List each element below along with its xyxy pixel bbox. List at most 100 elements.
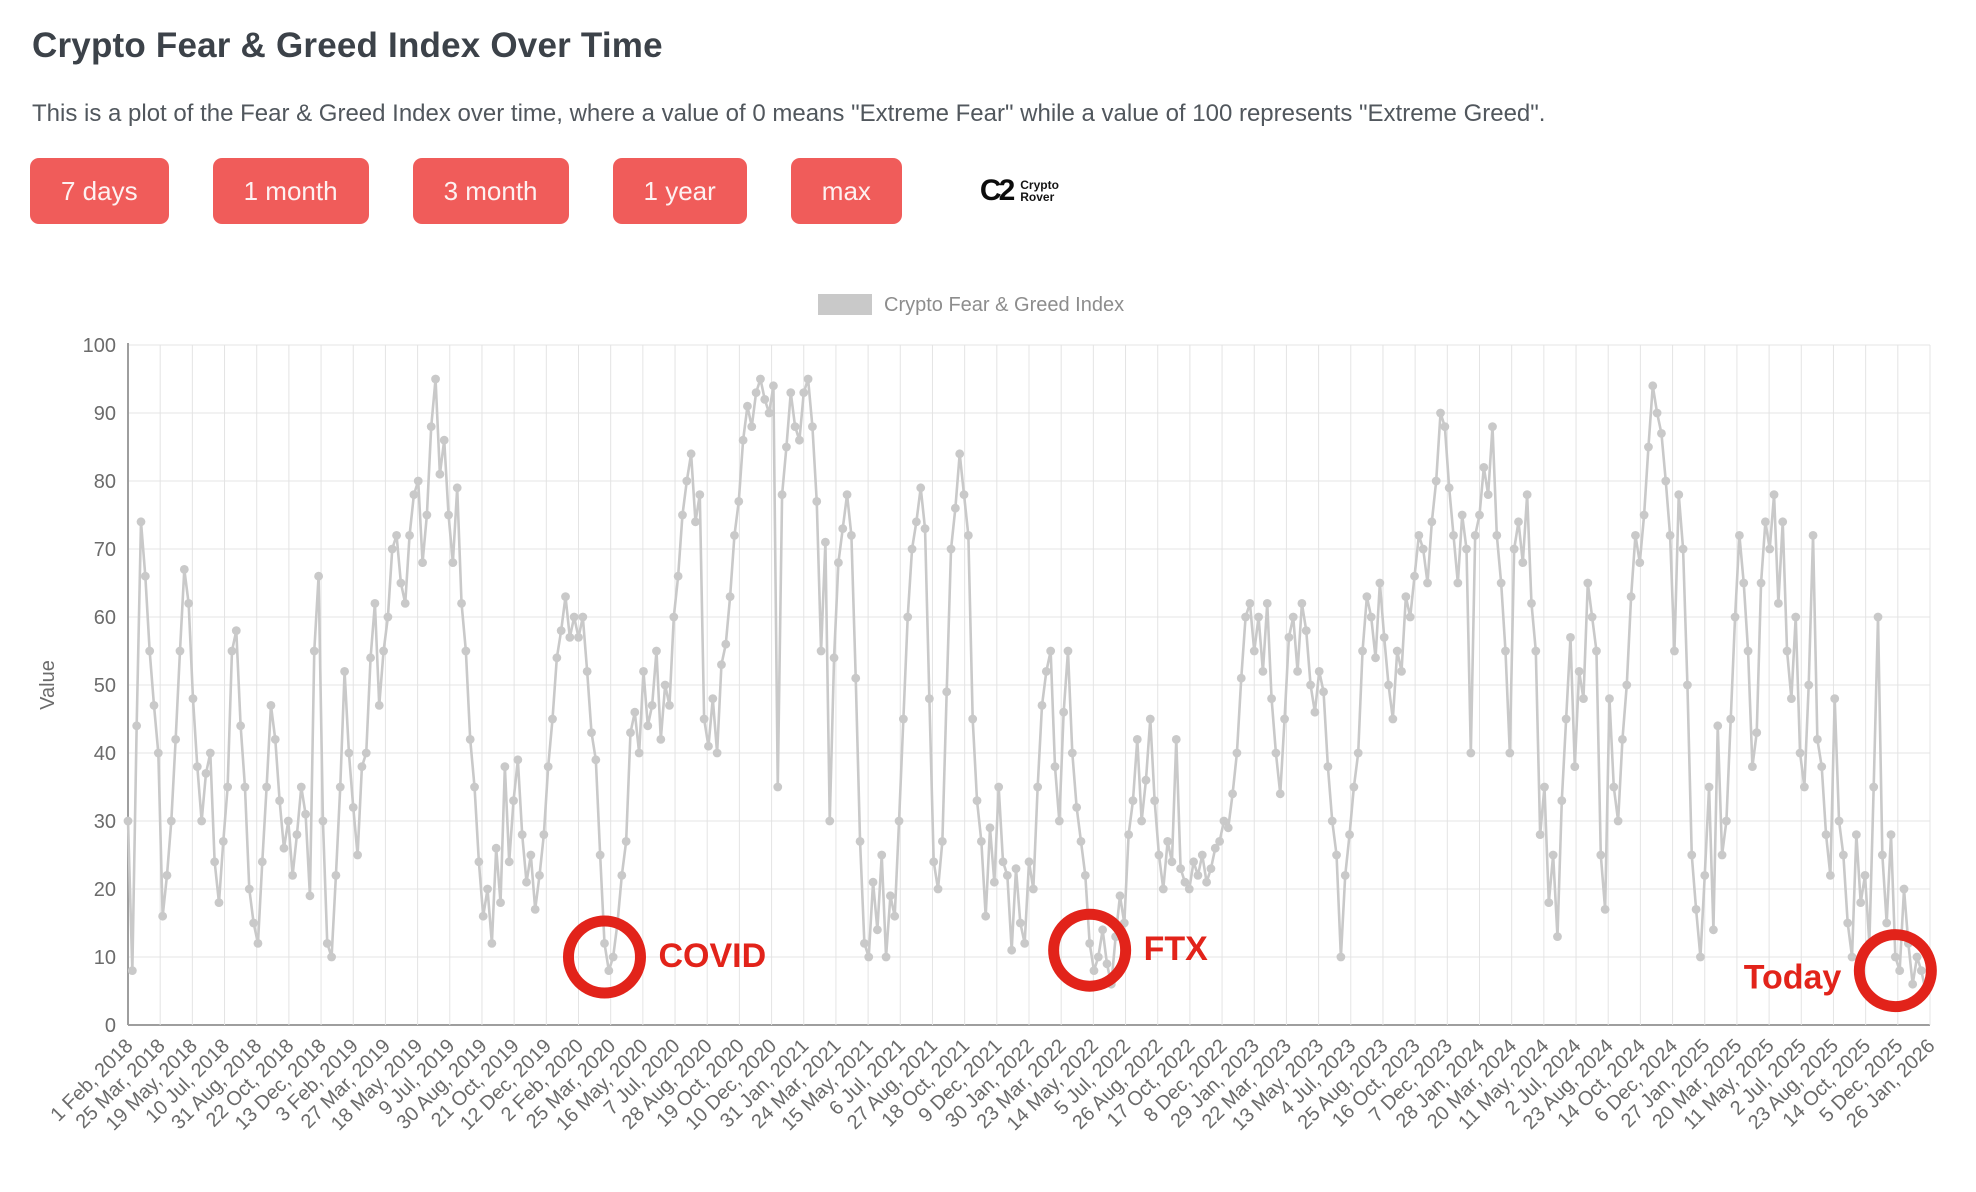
data-point [1262,599,1272,608]
data-point [1041,667,1051,676]
data-point [327,952,336,962]
data-point [1786,694,1796,703]
data-point [1540,782,1549,792]
range-button-1month[interactable]: 1 month [212,158,369,224]
data-point [1808,531,1818,540]
data-point [1561,714,1571,724]
data-point [426,422,436,431]
data-point [184,599,194,608]
data-point [1851,830,1861,839]
data-point [1007,945,1017,955]
data-point [322,939,332,948]
data-point [968,714,978,724]
data-point [682,476,692,486]
data-point [1713,721,1723,731]
data-point [803,374,813,384]
data-point [136,517,146,527]
data-point [1223,823,1233,833]
range-button-7days[interactable]: 7 days [30,158,169,224]
data-point [149,701,159,710]
data-point [1587,612,1597,622]
page-title: Crypto Fear & Greed Index Over Time [32,26,663,65]
data-point [1877,850,1887,860]
data-point [1899,884,1909,894]
data-point [344,748,354,758]
data-point [305,891,315,901]
data-point [1821,830,1831,839]
data-point [1782,646,1792,656]
data-point [859,939,869,948]
data-point [1128,796,1138,805]
data-point [1098,925,1108,935]
data-point [574,633,583,642]
data-point [808,422,817,431]
data-point [1327,816,1337,826]
range-button-1year[interactable]: 1 year [612,158,747,224]
data-point [1765,544,1775,554]
data-point [1462,544,1471,554]
data-point [1444,483,1454,493]
data-point [1644,442,1653,452]
data-point [1410,571,1419,581]
y-tick-label: 40 [94,743,116,765]
data-point [829,653,839,663]
data-point [158,911,168,921]
data-point [764,408,774,418]
data-point [1115,891,1125,901]
data-point [1254,612,1263,622]
data-point [439,435,449,445]
data-point [1197,850,1207,860]
data-point [1869,782,1879,792]
data-point [1726,714,1736,724]
data-point [1059,707,1069,717]
data-point [201,769,211,778]
data-point [877,850,887,860]
data-point [357,762,367,771]
data-point [643,721,653,731]
data-point [1167,857,1177,867]
data-point [1773,599,1783,608]
data-point [1241,612,1250,622]
data-point [1566,633,1575,642]
data-point [1314,667,1324,676]
data-point [1769,490,1779,499]
data-point [301,809,311,819]
data-point [1735,531,1744,540]
data-point [1895,966,1905,975]
data-point [465,735,475,744]
data-point [400,599,410,608]
data-point [963,531,973,540]
data-point [270,735,280,744]
data-point [911,517,921,527]
data-point [1830,694,1840,703]
data-point [348,803,358,812]
data-point [1683,680,1692,690]
data-point [1535,830,1545,839]
data-point [353,850,362,860]
data-point [1570,762,1580,771]
data-point [1670,646,1679,656]
range-button-max[interactable]: max [790,158,902,224]
y-axis-title: Value [37,660,59,710]
y-tick-label: 20 [94,879,116,901]
data-point [1072,803,1082,812]
data-point [1015,918,1025,928]
data-point [1366,612,1376,622]
data-point [1271,748,1281,758]
data-point [1618,735,1627,744]
range-button-3month[interactable]: 3 month [412,158,569,224]
data-point [920,524,930,533]
data-point [370,599,380,608]
data-point [535,871,544,880]
data-point [1505,748,1515,758]
data-point [1691,905,1701,914]
data-point [981,911,991,921]
data-point [1371,653,1380,663]
data-point [1063,646,1073,656]
data-point [812,497,822,506]
data-point [795,435,804,445]
chart-area: 0 10 20 30 40 50 60 70 80 90 100 1 Feb, 2018 25 Mar,… [0,232,1976,1176]
crypto-rover-logo-text: Crypto Rover [1020,179,1059,203]
data-point [483,884,492,894]
data-point [898,714,908,724]
